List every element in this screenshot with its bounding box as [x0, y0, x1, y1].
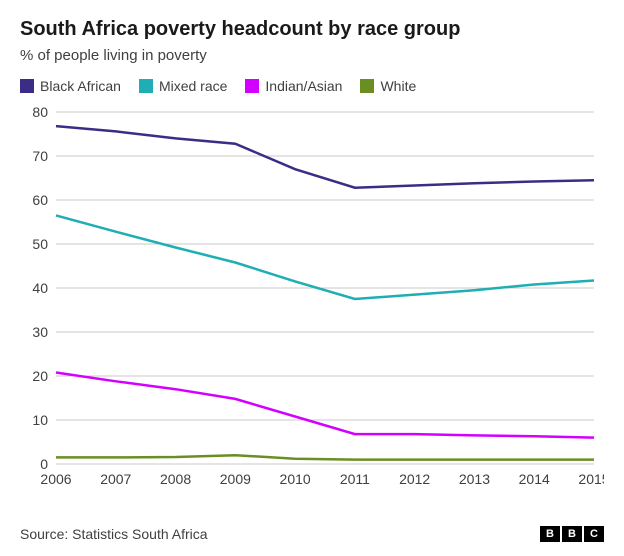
x-tick-label: 2009	[220, 471, 251, 487]
legend-label: Black African	[40, 78, 121, 94]
chart-subtitle: % of people living in poverty	[20, 47, 604, 64]
bbc-logo-letter: C	[584, 526, 604, 542]
bbc-logo-letter: B	[540, 526, 560, 542]
y-tick-label: 0	[40, 456, 48, 472]
legend-item: Mixed race	[139, 78, 227, 94]
plot-area: 0 10 20 30 40 50 60 70 80 2006 2007 2008 2009 2010 201…	[20, 102, 604, 497]
legend: Black African Mixed race Indian/Asian White	[20, 78, 604, 94]
footer: Source: Statistics South Africa B B C	[20, 526, 604, 542]
x-tick-label: 2006	[40, 471, 71, 487]
legend-item: Black African	[20, 78, 121, 94]
y-tick-label: 40	[32, 280, 48, 296]
y-tick-label: 80	[32, 104, 48, 120]
x-tick-label: 2012	[399, 471, 430, 487]
legend-swatch	[360, 79, 374, 93]
x-tick-label: 2008	[160, 471, 191, 487]
x-tick-label: 2011	[340, 471, 370, 487]
legend-item: Indian/Asian	[245, 78, 342, 94]
x-tick-label: 2007	[100, 471, 131, 487]
x-tick-label: 2010	[280, 471, 311, 487]
chart-container: South Africa poverty headcount by race g…	[0, 0, 624, 556]
y-tick-label: 70	[32, 148, 48, 164]
series-line	[56, 455, 594, 459]
legend-swatch	[245, 79, 259, 93]
legend-swatch	[20, 79, 34, 93]
line-chart-svg: 0 10 20 30 40 50 60 70 80 2006 2007 2008 2009 2010 201…	[20, 102, 604, 492]
legend-swatch	[139, 79, 153, 93]
bbc-logo-letter: B	[562, 526, 582, 542]
legend-label: White	[380, 78, 416, 94]
legend-item: White	[360, 78, 416, 94]
x-tick-label: 2015	[578, 471, 604, 487]
series-line	[56, 373, 594, 438]
y-tick-label: 50	[32, 236, 48, 252]
y-tick-label: 60	[32, 192, 48, 208]
y-tick-label: 10	[32, 412, 48, 428]
legend-label: Indian/Asian	[265, 78, 342, 94]
chart-title: South Africa poverty headcount by race g…	[20, 18, 604, 41]
source-text: Source: Statistics South Africa	[20, 526, 208, 542]
x-tick-label: 2014	[519, 471, 550, 487]
bbc-logo: B B C	[540, 526, 604, 542]
series-line	[56, 126, 594, 188]
y-tick-label: 30	[32, 324, 48, 340]
x-tick-label: 2013	[459, 471, 490, 487]
legend-label: Mixed race	[159, 78, 227, 94]
series-line	[56, 215, 594, 299]
y-tick-label: 20	[32, 368, 48, 384]
